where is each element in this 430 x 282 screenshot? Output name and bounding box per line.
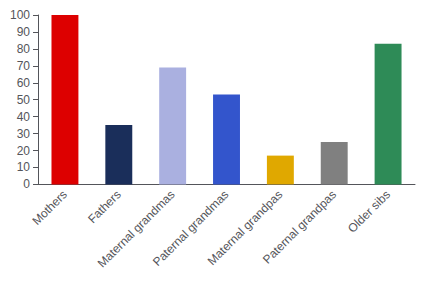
svg-text:Fathers: Fathers xyxy=(85,187,124,226)
svg-text:Maternal grandpas: Maternal grandpas xyxy=(204,187,286,268)
svg-text:80: 80 xyxy=(17,42,31,56)
svg-text:20: 20 xyxy=(17,144,31,158)
svg-text:40: 40 xyxy=(17,110,31,124)
svg-text:Mothers: Mothers xyxy=(29,187,70,228)
svg-text:Older sibs: Older sibs xyxy=(345,187,393,235)
svg-text:30: 30 xyxy=(17,127,31,141)
svg-text:0: 0 xyxy=(23,177,30,191)
svg-text:Maternal grandmas: Maternal grandmas xyxy=(94,187,178,271)
svg-text:Paternal grandpas: Paternal grandpas xyxy=(260,187,339,266)
svg-text:60: 60 xyxy=(17,76,31,90)
svg-text:90: 90 xyxy=(17,25,31,39)
svg-text:Paternal grandmas: Paternal grandmas xyxy=(150,187,232,269)
svg-text:70: 70 xyxy=(17,59,31,73)
svg-text:100: 100 xyxy=(10,8,30,22)
svg-text:50: 50 xyxy=(17,93,31,107)
svg-text:10: 10 xyxy=(17,160,31,174)
